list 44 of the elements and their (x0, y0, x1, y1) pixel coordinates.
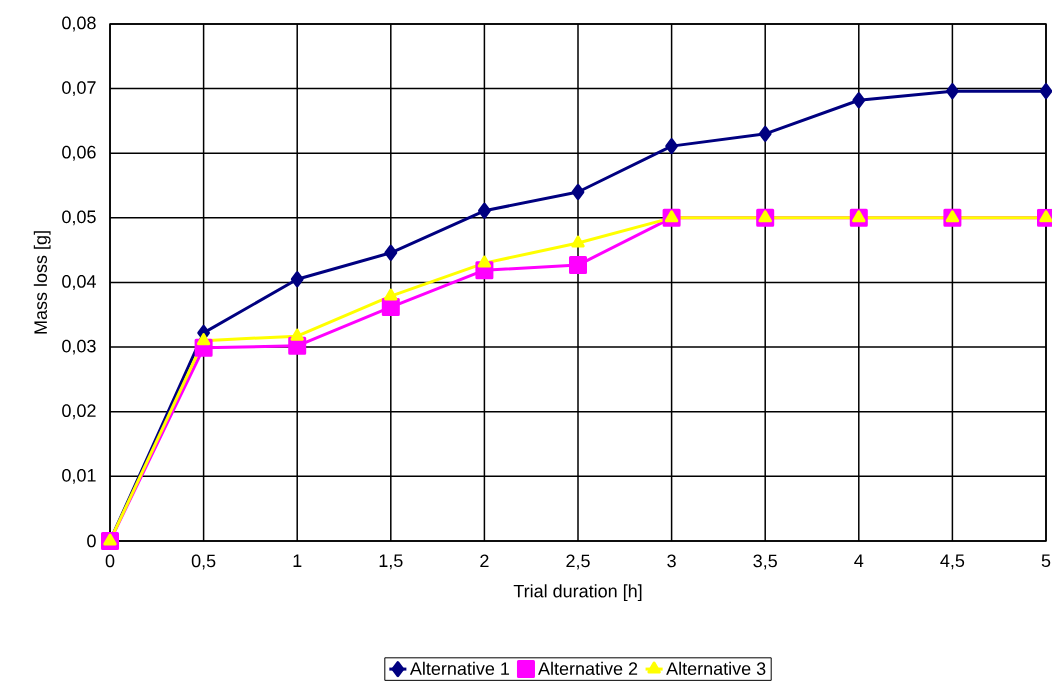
y-tick-label: 0,03 (62, 339, 96, 355)
y-tick-label: 0,01 (62, 468, 96, 484)
point (384, 288, 398, 301)
y-axis-title: Mass loss [g] (33, 231, 51, 334)
legend-label: Alternative 2 (538, 661, 638, 676)
point (758, 125, 772, 142)
x-tick-label: 4,5 (940, 554, 965, 570)
x-tick-label: 2,5 (566, 554, 590, 570)
y-tick-label: 0 (87, 534, 96, 548)
point (478, 202, 491, 219)
point (290, 271, 304, 288)
x-tick-label: 1,5 (379, 554, 403, 570)
point (290, 328, 304, 341)
point (758, 210, 772, 223)
point (384, 244, 398, 261)
legend-label: Alternative 1 (409, 661, 510, 676)
x-tick-label: 1 (293, 554, 302, 567)
point (852, 92, 866, 109)
point (196, 333, 211, 346)
point (569, 256, 587, 275)
x-tick-label: 5 (1041, 554, 1051, 568)
x-tick-label: 2 (480, 554, 489, 568)
point (381, 298, 400, 317)
x-axis-title: Trial duration [h] (513, 584, 642, 602)
point (852, 210, 866, 223)
legend-label: Alternative 3 (666, 661, 766, 676)
y-tick-label: 0,02 (62, 404, 96, 420)
point (664, 210, 679, 223)
x-tick-label: 0 (105, 554, 115, 568)
x-tick-label: 3,5 (753, 554, 777, 570)
point (571, 235, 585, 248)
y-tick-label: 0,07 (62, 81, 96, 97)
x-tick-label: 0,5 (191, 554, 216, 570)
point (571, 184, 585, 201)
y-tick-label: 0,04 (62, 275, 96, 290)
y-tick-label: 0,05 (62, 210, 96, 226)
point (665, 138, 678, 155)
y-tick-label: 0,08 (62, 16, 96, 32)
x-tick-label: 3 (667, 554, 676, 568)
x-tick-label: 4 (854, 554, 864, 567)
y-tick-label: 0,06 (62, 145, 96, 161)
point (946, 83, 959, 100)
point (945, 210, 960, 223)
point (477, 255, 492, 268)
